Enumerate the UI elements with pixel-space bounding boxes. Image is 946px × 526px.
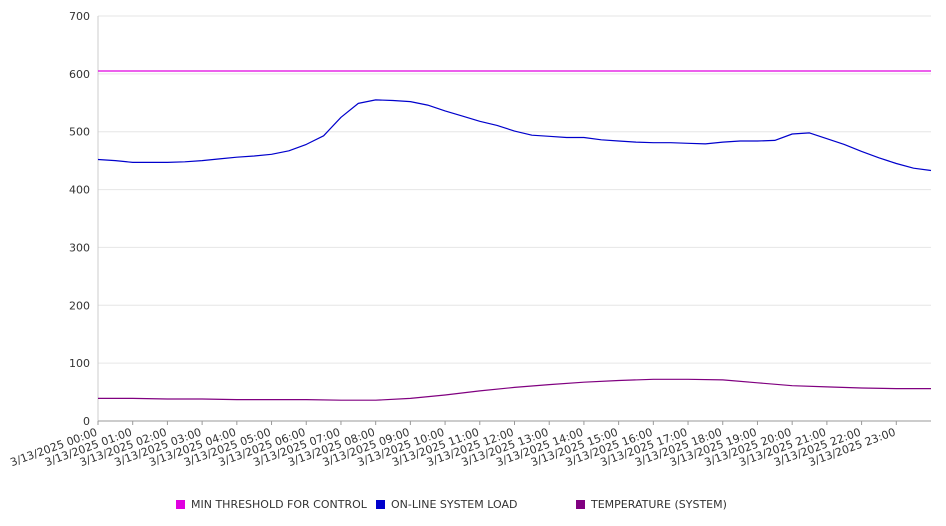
legend-label: ON-LINE SYSTEM LOAD <box>391 498 518 511</box>
y-tick-label: 0 <box>83 415 90 428</box>
series-lines <box>97 70 932 401</box>
legend: MIN THRESHOLD FOR CONTROL ON-LINE SYSTEM… <box>0 498 946 516</box>
series-line <box>97 99 932 172</box>
legend-swatch <box>576 500 585 509</box>
legend-swatch <box>376 500 385 509</box>
legend-label: MIN THRESHOLD FOR CONTROL <box>191 498 367 511</box>
y-tick-label: 300 <box>69 241 90 254</box>
legend-label: TEMPERATURE (SYSTEM) <box>591 498 727 511</box>
y-tick-label: 500 <box>69 126 90 139</box>
legend-item[interactable]: TEMPERATURE (SYSTEM) <box>576 498 727 511</box>
legend-item[interactable]: ON-LINE SYSTEM LOAD <box>376 498 517 511</box>
y-tick-label: 200 <box>69 299 90 312</box>
gridlines <box>98 15 931 364</box>
series-line <box>98 378 931 401</box>
x-axis: 3/13/2025 00:003/13/2025 01:003/13/2025 … <box>8 420 931 469</box>
line-chart: 0 100 200 300 400 500 600 700 3/13/2025 00:003/… <box>8 10 932 469</box>
y-tick-label: 600 <box>69 68 90 81</box>
y-tick-label: 400 <box>69 184 90 197</box>
legend-swatch <box>176 500 185 509</box>
y-tick-label: 100 <box>69 357 90 370</box>
legend-item[interactable]: MIN THRESHOLD FOR CONTROL <box>176 498 367 511</box>
y-tick-label: 700 <box>69 10 90 23</box>
y-axis: 0 100 200 300 400 500 600 700 <box>69 10 99 428</box>
